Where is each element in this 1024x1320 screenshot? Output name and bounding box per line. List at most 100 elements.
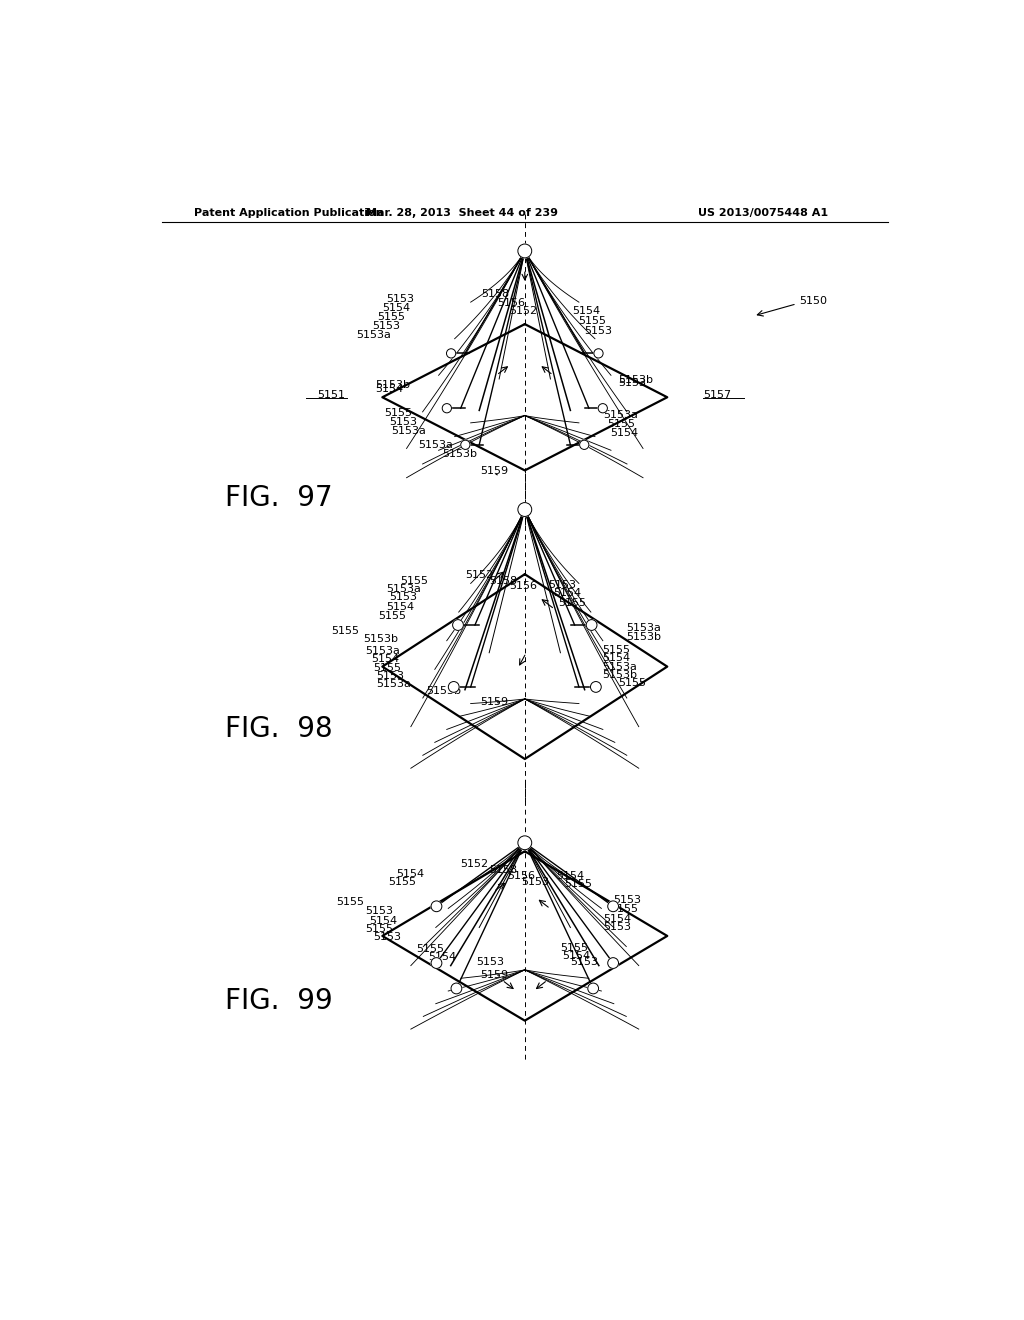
- Circle shape: [580, 440, 589, 449]
- Text: Patent Application Publication: Patent Application Publication: [194, 209, 383, 218]
- Circle shape: [594, 348, 603, 358]
- Text: 5153: 5153: [617, 378, 646, 388]
- Text: FIG.  99: FIG. 99: [225, 987, 333, 1015]
- Text: 5153a: 5153a: [356, 330, 391, 341]
- Circle shape: [607, 958, 618, 969]
- Text: 5154: 5154: [553, 589, 582, 598]
- Text: 5151: 5151: [317, 391, 345, 400]
- Text: 5153b: 5153b: [375, 380, 410, 389]
- Text: 5153: 5153: [386, 293, 415, 304]
- Text: 5153a: 5153a: [602, 661, 637, 672]
- Text: 5153: 5153: [549, 581, 577, 590]
- Circle shape: [431, 902, 442, 912]
- Text: 5153a: 5153a: [626, 623, 660, 634]
- Text: 5153b: 5153b: [364, 634, 398, 644]
- Text: 5155: 5155: [331, 626, 359, 636]
- Circle shape: [449, 681, 459, 692]
- Text: 5150: 5150: [799, 296, 827, 306]
- Text: US 2013/0075448 A1: US 2013/0075448 A1: [698, 209, 828, 218]
- Text: 5154: 5154: [603, 913, 632, 924]
- Text: 5155: 5155: [607, 418, 636, 429]
- Text: 5155: 5155: [617, 678, 646, 688]
- Text: 5153: 5153: [603, 921, 632, 932]
- Circle shape: [607, 902, 618, 912]
- Text: 5154: 5154: [371, 655, 399, 664]
- Text: 5153: 5153: [521, 876, 549, 887]
- Text: 5153b: 5153b: [426, 686, 461, 696]
- Text: 5153: 5153: [377, 671, 404, 681]
- Text: 5158: 5158: [489, 577, 517, 586]
- Text: 5154: 5154: [386, 602, 415, 611]
- Text: 5154: 5154: [572, 306, 600, 315]
- Text: 5159: 5159: [480, 970, 508, 979]
- Circle shape: [598, 404, 607, 413]
- Text: 5158: 5158: [489, 865, 517, 875]
- Text: 5155: 5155: [377, 312, 404, 322]
- Text: FIG.  97: FIG. 97: [225, 483, 333, 512]
- Text: 5153a: 5153a: [391, 426, 426, 436]
- Text: 5155: 5155: [336, 898, 364, 907]
- Circle shape: [446, 348, 456, 358]
- Text: 5155: 5155: [558, 598, 586, 607]
- Text: 5155: 5155: [560, 944, 588, 953]
- Circle shape: [518, 244, 531, 257]
- Circle shape: [591, 681, 601, 692]
- Text: 5156: 5156: [509, 581, 537, 591]
- Text: 5159: 5159: [480, 697, 508, 708]
- Circle shape: [588, 983, 599, 994]
- Circle shape: [518, 503, 531, 516]
- Text: 5155: 5155: [400, 577, 429, 586]
- Text: 5153: 5153: [366, 906, 393, 916]
- Text: 5154: 5154: [375, 384, 403, 395]
- Text: 5155: 5155: [564, 879, 592, 890]
- Text: 5158: 5158: [481, 289, 510, 298]
- Text: 5154: 5154: [556, 871, 585, 880]
- Text: 5153b: 5153b: [442, 449, 477, 459]
- Text: 5154: 5154: [382, 302, 411, 313]
- Text: 5153: 5153: [613, 895, 641, 906]
- Text: 5155: 5155: [366, 924, 393, 933]
- Text: 5155: 5155: [388, 876, 416, 887]
- Text: 5153: 5153: [389, 593, 418, 602]
- Text: FIG.  98: FIG. 98: [225, 715, 333, 743]
- Text: 5153: 5153: [374, 932, 401, 942]
- Text: 5155: 5155: [379, 611, 407, 620]
- Text: 5152: 5152: [509, 306, 538, 315]
- Text: 5153a: 5153a: [377, 678, 412, 689]
- Text: 5153a: 5153a: [603, 409, 639, 420]
- Text: 5155: 5155: [579, 315, 606, 326]
- Text: 5155: 5155: [374, 663, 401, 673]
- Text: 5154: 5154: [429, 952, 457, 962]
- Text: 5157: 5157: [703, 391, 731, 400]
- Text: 5153: 5153: [476, 957, 504, 968]
- Text: 5154: 5154: [370, 916, 397, 925]
- Text: 5154: 5154: [562, 952, 591, 961]
- Text: 5153a: 5153a: [419, 440, 454, 450]
- Text: 5153b: 5153b: [617, 375, 653, 385]
- Text: 5155: 5155: [610, 903, 638, 913]
- Text: 5155: 5155: [602, 645, 630, 655]
- Text: 5154: 5154: [602, 653, 630, 664]
- Text: 5154: 5154: [395, 869, 424, 879]
- Text: 5152: 5152: [466, 570, 494, 579]
- Text: Mar. 28, 2013  Sheet 44 of 239: Mar. 28, 2013 Sheet 44 of 239: [366, 209, 558, 218]
- Circle shape: [453, 619, 464, 631]
- Circle shape: [586, 619, 597, 631]
- Text: 5153: 5153: [570, 957, 599, 968]
- Text: 5156: 5156: [508, 871, 536, 880]
- Text: 5159: 5159: [480, 466, 508, 477]
- Text: 5155: 5155: [416, 944, 444, 954]
- Text: 5156: 5156: [498, 298, 525, 308]
- Text: 5153: 5153: [584, 326, 612, 337]
- Circle shape: [442, 404, 452, 413]
- Circle shape: [461, 440, 470, 449]
- Text: 5155: 5155: [384, 408, 413, 417]
- Circle shape: [518, 836, 531, 850]
- Text: 5153a: 5153a: [386, 585, 421, 594]
- Text: 5153b: 5153b: [626, 632, 660, 642]
- Circle shape: [451, 983, 462, 994]
- Text: 5153a: 5153a: [366, 647, 400, 656]
- Circle shape: [431, 958, 442, 969]
- Text: 5154: 5154: [610, 428, 638, 438]
- Text: 5152: 5152: [460, 859, 488, 869]
